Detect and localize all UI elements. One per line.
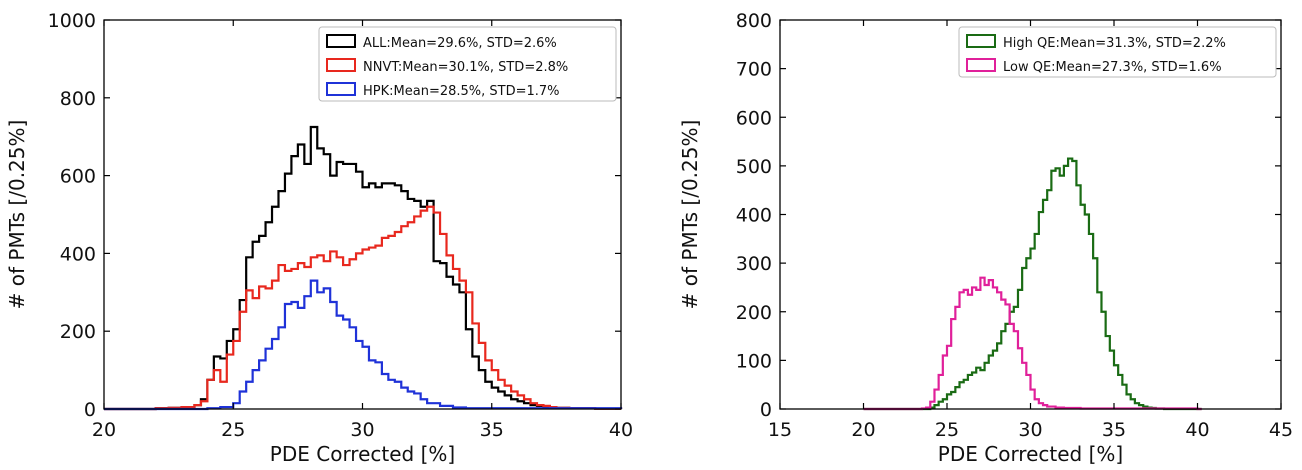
legend-box — [318, 26, 617, 102]
y-tick-label: 400 — [736, 205, 772, 227]
plot-frame — [779, 19, 1282, 410]
y-tick-label: 0 — [84, 399, 96, 421]
series-line-3 — [104, 279, 623, 411]
x-tick-label: 35 — [1102, 419, 1126, 441]
y-tick-label: 0 — [760, 399, 772, 421]
x-axis-label: PDE Corrected [%] — [270, 442, 455, 466]
legend-box — [958, 26, 1277, 78]
x-tick-label: 20 — [851, 419, 875, 441]
legend-entry: ALL:Mean=29.6%, STD=2.6% — [363, 36, 557, 51]
y-tick-label: 800 — [60, 88, 96, 110]
x-tick-label: 25 — [935, 419, 959, 441]
y-tick-label: 600 — [736, 107, 772, 129]
legend: High QE:Mean=31.3%, STD=2.2% Low QE:Mean=… — [958, 26, 1277, 78]
legend-entry: HPK:Mean=28.5%, STD=1.7% — [363, 84, 560, 99]
y-tick-label: 1000 — [48, 10, 96, 32]
x-tick-label: 30 — [350, 419, 374, 441]
y-tick-label: 400 — [60, 243, 96, 265]
y-tick-label: 100 — [736, 350, 772, 372]
legend-entry: Low QE:Mean=27.3%, STD=1.6% — [1003, 60, 1222, 75]
legend-swatch — [966, 58, 996, 72]
legend-swatch — [966, 34, 996, 48]
x-tick-label: 25 — [221, 419, 245, 441]
legend-swatch — [326, 58, 356, 72]
legend-entry: NNVT:Mean=30.1%, STD=2.8% — [363, 60, 568, 75]
legend: ALL:Mean=29.6%, STD=2.6% NNVT:Mean=30.1%,… — [318, 26, 617, 102]
y-tick-label: 600 — [60, 166, 96, 188]
series-line-1 — [863, 157, 1202, 411]
x-tick-label: 45 — [1269, 419, 1293, 441]
y-axis-label: # of PMTs [/0.25%] — [5, 120, 29, 310]
y-axis-label: # of PMTs [/0.25%] — [678, 120, 702, 310]
y-tick-label: 200 — [736, 302, 772, 324]
x-tick-label: 15 — [768, 419, 792, 441]
x-tick-label: 40 — [609, 419, 633, 441]
x-tick-label: 35 — [480, 419, 504, 441]
x-tick-label: 20 — [92, 419, 116, 441]
y-tick-label: 500 — [736, 156, 772, 178]
legend-entry: High QE:Mean=31.3%, STD=2.2% — [1003, 36, 1226, 51]
chart-panel-2: 15 20 25 30 35 40 45 0 100 200 300 400 500 600 700 800 P… — [678, 10, 1293, 466]
legend-swatch — [326, 82, 356, 96]
x-tick-label: 40 — [1185, 419, 1209, 441]
series-line-1 — [104, 125, 623, 411]
y-tick-label: 200 — [60, 321, 96, 343]
y-tick-label: 700 — [736, 59, 772, 81]
y-tick-label: 800 — [736, 10, 772, 32]
series-line-2 — [104, 205, 623, 411]
legend-swatch — [326, 34, 356, 48]
series-line-2 — [863, 276, 1202, 411]
x-tick-label: 30 — [1018, 419, 1042, 441]
x-axis-label: PDE Corrected [%] — [938, 442, 1123, 466]
y-tick-label: 300 — [736, 253, 772, 275]
